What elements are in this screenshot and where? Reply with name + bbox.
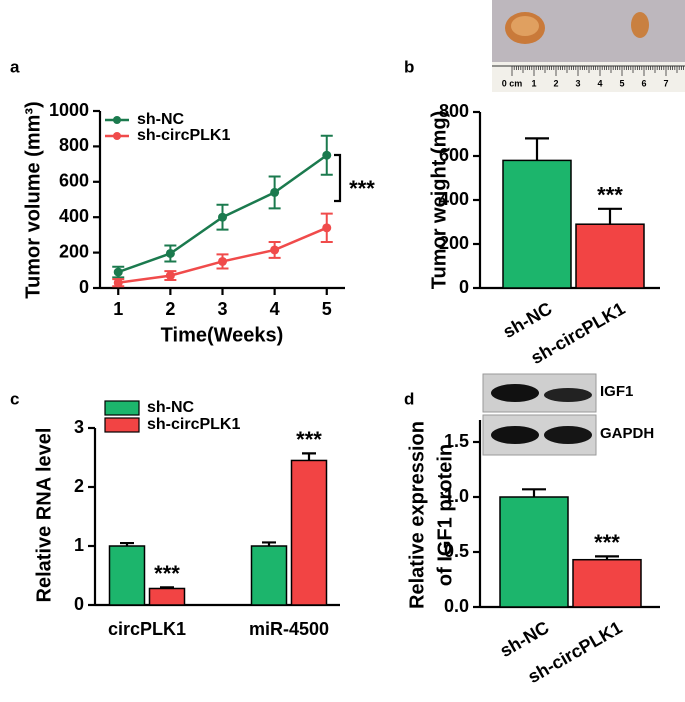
error-bar — [160, 586, 174, 589]
western-blot — [482, 373, 597, 456]
data-point — [165, 271, 175, 281]
annotation: *** — [349, 176, 375, 201]
x-tick-label: sh-NC — [496, 617, 552, 661]
data-point — [270, 245, 280, 255]
data-point — [218, 256, 227, 266]
y-tick-label: 0 — [74, 594, 84, 614]
bar — [572, 558, 642, 608]
data-point — [165, 248, 175, 258]
error-bar — [302, 452, 316, 461]
y-axis-label: of IGF1 protein — [434, 444, 456, 586]
y-tick-label: 600 — [59, 171, 89, 191]
x-tick-label: miR-4500 — [249, 619, 329, 639]
legend-label: sh-NC — [147, 399, 195, 416]
y-tick-label: 0.5 — [444, 541, 469, 561]
annotation: *** — [154, 561, 180, 586]
legend-label: sh-NC — [137, 111, 185, 128]
bar — [575, 223, 645, 289]
x-tick-label: 3 — [217, 299, 227, 319]
legend-swatch — [104, 400, 140, 416]
error-bar — [525, 137, 549, 161]
y-tick-label: 200 — [439, 233, 469, 253]
ruler-label: 4 — [597, 78, 602, 88]
y-tick-label: 0.0 — [444, 596, 469, 616]
bar — [290, 459, 328, 606]
data-point — [218, 212, 227, 222]
panel-label: d — [404, 389, 414, 408]
panel-label: b — [404, 57, 414, 76]
ruler-label: 3 — [575, 78, 580, 88]
annotation: *** — [594, 530, 620, 555]
legend-label: sh-circPLK1 — [147, 416, 240, 433]
data-point — [113, 278, 123, 288]
data-point — [113, 267, 123, 277]
y-tick-label: 0 — [459, 277, 469, 297]
y-axis-label: Tumor weight (mg) — [428, 111, 450, 290]
bar — [250, 545, 288, 606]
legend-label: sh-circPLK1 — [137, 127, 230, 144]
error-bar — [522, 488, 546, 497]
data-point — [322, 150, 332, 160]
y-axis-label: Relative expression — [406, 421, 428, 609]
ruler-label: 1 — [531, 78, 536, 88]
y-tick-label: 800 — [439, 101, 469, 121]
x-tick-label: sh-NC — [499, 298, 555, 342]
y-tick-label: 1.5 — [444, 431, 469, 451]
y-tick-label: 800 — [59, 135, 89, 155]
error-bar — [595, 555, 619, 560]
panel-label: a — [10, 57, 20, 76]
x-tick-label: 5 — [322, 299, 332, 319]
bar — [499, 496, 569, 608]
blot-label: GAPDH — [600, 425, 654, 442]
y-axis-label: Relative RNA level — [33, 428, 55, 603]
data-point — [322, 223, 332, 233]
bar — [148, 587, 186, 606]
y-tick-label: 3 — [74, 417, 84, 437]
legend-marker — [113, 116, 121, 124]
x-tick-label: 2 — [165, 299, 175, 319]
y-tick-label: 1 — [74, 535, 84, 555]
error-bar — [262, 541, 276, 546]
bar — [108, 545, 146, 606]
y-tick-label: 600 — [439, 145, 469, 165]
x-tick-label: 4 — [270, 299, 280, 319]
y-tick-label: 400 — [59, 206, 89, 226]
x-axis-label: Time(Weeks) — [161, 324, 284, 346]
bar — [502, 159, 572, 289]
y-axis-label: Tumor volume (mm³) — [22, 101, 44, 298]
significance-bracket — [334, 153, 342, 203]
y-tick-label: 0 — [79, 277, 89, 297]
x-tick-label: circPLK1 — [108, 619, 186, 639]
blot-label: IGF1 — [600, 383, 633, 400]
data-point — [270, 187, 280, 197]
ruler-label: 5 — [619, 78, 624, 88]
annotation: *** — [597, 183, 623, 208]
panel-label: c — [10, 389, 19, 408]
y-tick-label: 1.0 — [444, 486, 469, 506]
legend-swatch — [104, 417, 140, 433]
y-tick-label: 2 — [74, 476, 84, 496]
ruler-label: 2 — [553, 78, 558, 88]
ruler-label: 7 — [663, 78, 668, 88]
annotation: *** — [296, 427, 322, 452]
ruler-label: 6 — [641, 78, 646, 88]
x-tick-label: 1 — [113, 299, 123, 319]
y-tick-label: 1000 — [49, 100, 89, 120]
y-tick-label: 200 — [59, 241, 89, 261]
y-tick-label: 400 — [439, 189, 469, 209]
error-bar — [598, 207, 622, 225]
ruler-label: 0 cm — [502, 78, 523, 88]
error-bar — [120, 541, 134, 546]
legend-marker — [113, 132, 121, 140]
